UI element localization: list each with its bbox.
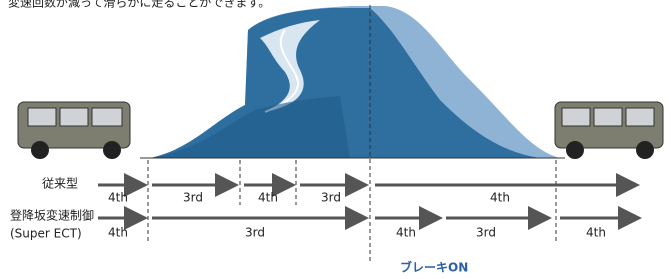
car-right xyxy=(555,102,663,159)
brake-label: ブレーキON xyxy=(400,260,468,275)
gear-label: 3rd xyxy=(476,226,496,240)
diagram: 変速回数が減って滑らかに走ることができます。 従来型 xyxy=(0,0,671,279)
gear-label: 3rd xyxy=(321,191,341,205)
gear-label: 4th xyxy=(396,226,416,240)
car-left xyxy=(18,102,130,159)
mountain xyxy=(140,6,565,158)
row-arrows xyxy=(98,185,636,218)
gear-label: 3rd xyxy=(183,191,203,205)
gear-label: 4th xyxy=(258,191,278,205)
gear-label: 4th xyxy=(586,226,606,240)
gear-label: 4th xyxy=(108,226,128,240)
header-text: 変速回数が減って滑らかに走ることができます。 xyxy=(8,0,270,10)
gear-label: 4th xyxy=(108,191,128,205)
gear-label: 3rd xyxy=(245,226,265,240)
row-label: 登降坂変速制御 xyxy=(10,208,94,223)
row-sublabel: (Super ECT) xyxy=(10,227,82,241)
gear-label: 4th xyxy=(490,191,510,205)
row-label: 従来型 xyxy=(42,177,78,191)
